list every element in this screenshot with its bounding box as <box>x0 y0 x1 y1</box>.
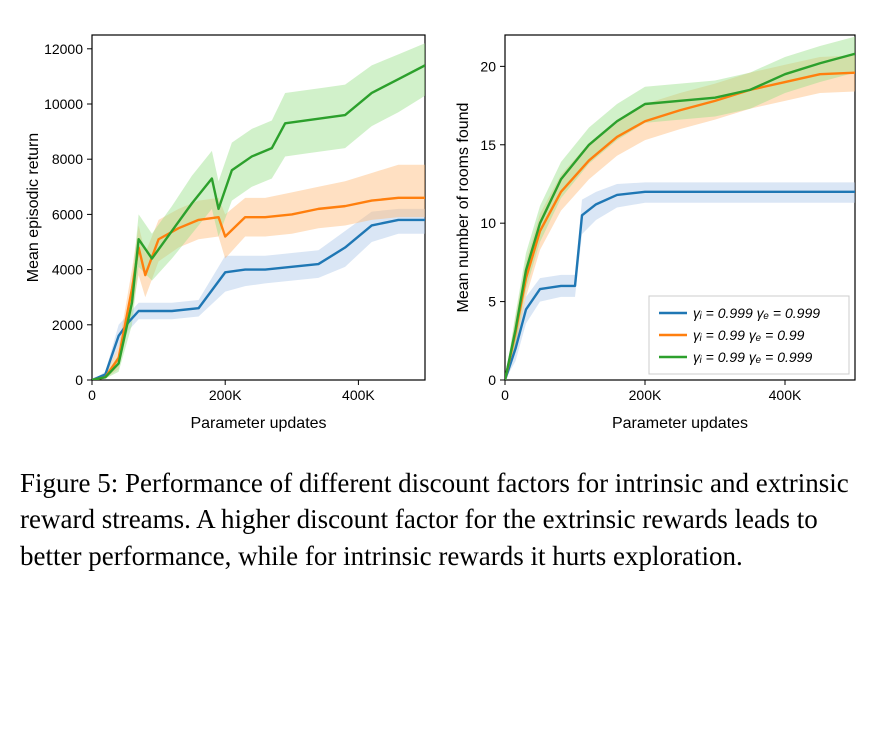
svg-text:2000: 2000 <box>52 317 83 333</box>
svg-text:Mean number of rooms found: Mean number of rooms found <box>455 103 472 313</box>
charts-row: 0200K400K020004000600080001000012000Para… <box>20 20 869 445</box>
legend: γᵢ = 0.999 γₑ = 0.999 γᵢ = 0.99 γₑ = 0.99… <box>649 296 849 374</box>
svg-text:0: 0 <box>501 387 509 403</box>
svg-text:0: 0 <box>75 372 83 388</box>
svg-text:Parameter updates: Parameter updates <box>190 415 326 432</box>
svg-text:200K: 200K <box>629 387 662 403</box>
svg-text:Mean episodic return: Mean episodic return <box>25 133 42 282</box>
right-chart-panel: 0 200K 400K 0 5 10 15 20 Parameter updates Mean n… <box>450 20 870 445</box>
left-chart: 0 200K 400K 0 2000 4000 6000 8000 10000 12000 Para… <box>20 20 440 440</box>
svg-text:15: 15 <box>480 137 496 153</box>
svg-text:γᵢ = 0.999 γₑ = 0.999: γᵢ = 0.999 γₑ = 0.999 <box>693 305 820 321</box>
left-chart-panel: 0 200K 400K 0 2000 4000 6000 8000 10000 12000 Para… <box>20 20 440 445</box>
svg-text:0: 0 <box>88 387 96 403</box>
svg-text:8000: 8000 <box>52 151 83 167</box>
svg-text:20: 20 <box>480 58 496 74</box>
svg-text:Parameter updates: Parameter updates <box>612 415 748 432</box>
svg-text:10000: 10000 <box>44 96 83 112</box>
svg-text:400K: 400K <box>342 387 375 403</box>
svg-text:5: 5 <box>488 294 496 310</box>
right-chart: 0 200K 400K 0 5 10 15 20 Parameter updates Mean n… <box>450 20 870 440</box>
svg-text:200K: 200K <box>209 387 242 403</box>
svg-text:γᵢ = 0.99 γₑ = 0.999: γᵢ = 0.99 γₑ = 0.999 <box>693 349 812 365</box>
svg-text:γᵢ = 0.99 γₑ = 0.99: γᵢ = 0.99 γₑ = 0.99 <box>693 327 805 343</box>
svg-text:6000: 6000 <box>52 206 83 222</box>
figure-caption: Figure 5: Performance of different disco… <box>20 465 869 574</box>
svg-text:10: 10 <box>480 215 496 231</box>
svg-text:4000: 4000 <box>52 262 83 278</box>
figure-container: 0200K400K020004000600080001000012000Para… <box>20 20 869 574</box>
svg-text:0: 0 <box>488 372 496 388</box>
svg-text:400K: 400K <box>769 387 802 403</box>
svg-text:12000: 12000 <box>44 41 83 57</box>
